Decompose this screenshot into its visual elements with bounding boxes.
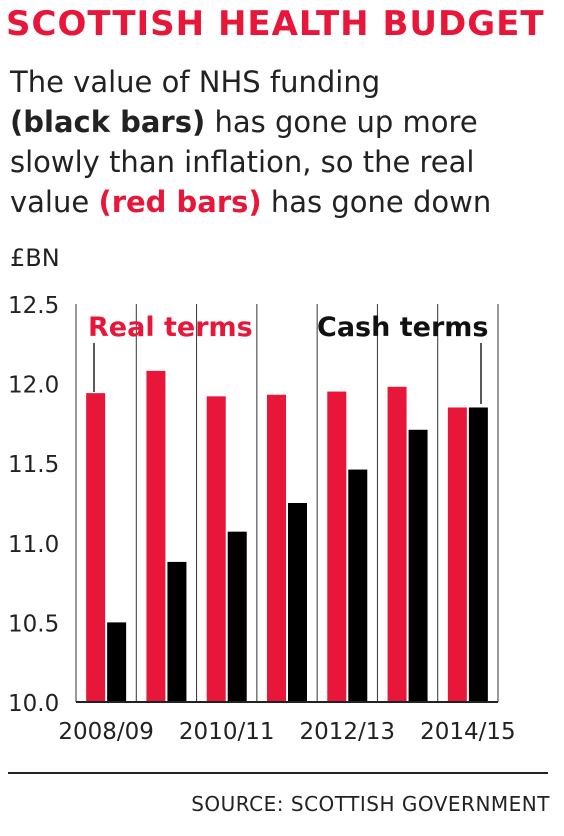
subtitle-red-bars-note: (red bars) — [98, 185, 262, 219]
bar-chart: £BN 10.0 10.5 11.0 11.5 12.0 12.5 2008/09 2010… — [8, 244, 516, 745]
chart-title: SCOTTISH HEALTH BUDGET — [6, 4, 545, 44]
bar-real-terms — [387, 386, 407, 702]
subtitle-black-bars-note: (black bars) — [10, 105, 206, 139]
y-axis-unit-label: £BN — [10, 244, 60, 272]
subtitle-line-4-start: value — [10, 185, 99, 219]
subtitle-line-4: value (red bars) has gone down — [10, 182, 560, 222]
subtitle-line-3: slowly than inflation, so the real — [10, 145, 475, 179]
footer-divider — [8, 772, 548, 774]
chart-legend: Real terms Cash terms — [88, 312, 488, 404]
y-axis-ticks: 10.0 10.5 11.0 11.5 12.0 12.5 — [8, 293, 59, 717]
bar-cash-terms — [348, 469, 368, 702]
x-tick-label: 2014/15 — [420, 719, 516, 745]
bar-cash-terms — [468, 407, 488, 702]
y-tick-label: 12.5 — [8, 293, 59, 319]
bar-real-terms — [86, 393, 106, 702]
y-tick-label: 10.5 — [8, 611, 59, 637]
bar-real-terms — [146, 370, 166, 702]
subtitle-line-2: (black bars) has gone up more — [10, 102, 560, 142]
y-tick-label: 11.5 — [8, 452, 59, 478]
x-tick-label: 2012/13 — [300, 719, 396, 745]
bar-real-terms — [327, 391, 347, 702]
bar-cash-terms — [227, 531, 247, 702]
subtitle-line-2-rest: has gone up more — [205, 105, 478, 139]
legend-real-terms: Real terms — [88, 312, 253, 343]
bar-real-terms — [267, 394, 286, 702]
chart-bars — [86, 370, 488, 702]
y-tick-label: 11.0 — [8, 532, 59, 558]
x-axis-ticks: 2008/09 2010/11 2012/13 2014/15 — [58, 719, 515, 745]
x-tick-label: 2010/11 — [179, 719, 275, 745]
y-tick-label: 10.0 — [8, 691, 59, 717]
bar-cash-terms — [408, 429, 428, 702]
bar-real-terms — [447, 407, 467, 702]
chart-gridlines — [75, 304, 499, 702]
subtitle-line-1: The value of NHS funding — [10, 65, 381, 99]
chart-subtitle: The value of NHS funding (black bars) ha… — [10, 62, 560, 222]
bar-cash-terms — [288, 503, 307, 702]
bar-cash-terms — [167, 561, 187, 702]
chart-title-banner: SCOTTISH HEALTH BUDGET — [6, 4, 558, 44]
x-tick-label: 2008/09 — [58, 719, 154, 745]
y-tick-label: 12.0 — [8, 373, 59, 399]
bar-cash-terms — [107, 622, 127, 702]
source-note: SOURCE: SCOTTISH GOVERNMENT — [191, 792, 550, 816]
bar-real-terms — [206, 396, 226, 702]
subtitle-line-4-rest: has gone down — [261, 185, 492, 219]
legend-cash-terms: Cash terms — [317, 312, 488, 343]
